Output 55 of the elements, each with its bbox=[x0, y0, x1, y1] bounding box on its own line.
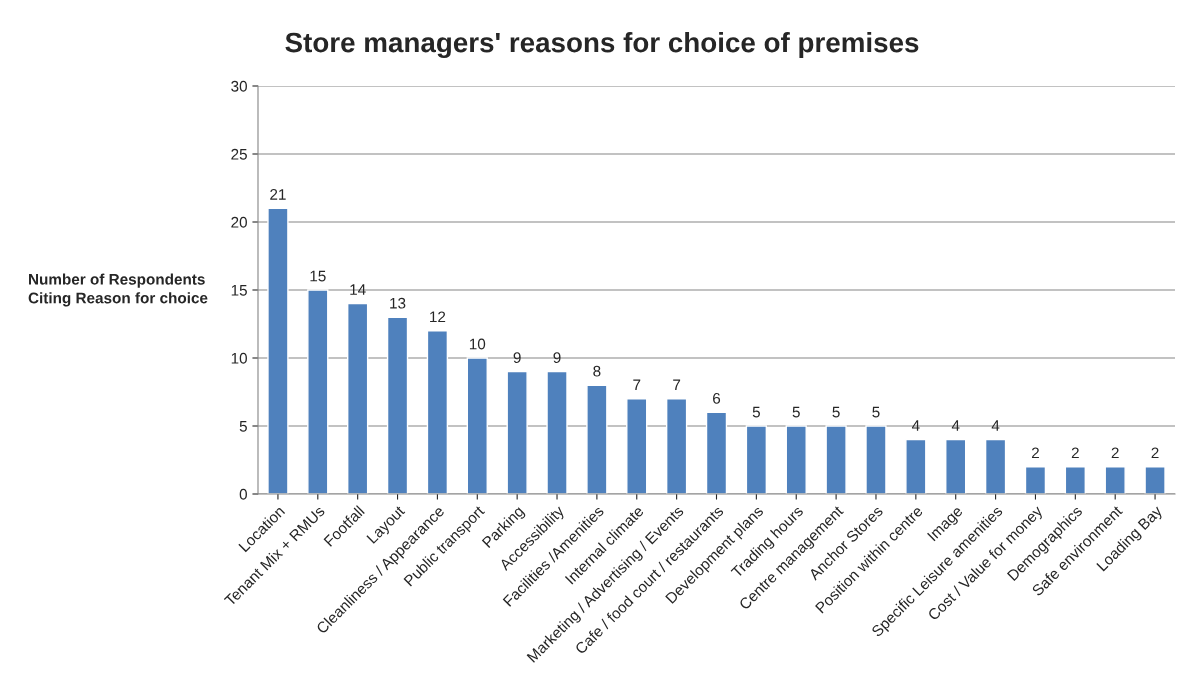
bar bbox=[705, 411, 728, 494]
data-label: 6 bbox=[713, 393, 721, 404]
data-label: 13 bbox=[390, 297, 406, 309]
bar bbox=[1064, 466, 1086, 494]
data-label: 2 bbox=[1151, 447, 1159, 459]
bar bbox=[586, 384, 608, 494]
data-label: 7 bbox=[673, 379, 681, 391]
data-label: 4 bbox=[951, 420, 960, 431]
data-label: 8 bbox=[593, 365, 601, 377]
bar bbox=[665, 398, 688, 494]
bar bbox=[1144, 466, 1166, 494]
data-label: 21 bbox=[270, 189, 286, 200]
data-label: 2 bbox=[1071, 447, 1079, 459]
data-label: 5 bbox=[792, 406, 800, 418]
bar bbox=[267, 207, 289, 494]
data-label: 12 bbox=[430, 311, 446, 323]
data-label: 5 bbox=[872, 406, 880, 418]
bar bbox=[825, 425, 847, 494]
bar bbox=[905, 438, 927, 494]
y-tick-label: 20 bbox=[231, 216, 247, 228]
bar bbox=[984, 438, 1007, 494]
data-label: 14 bbox=[350, 284, 366, 295]
y-tick-label: 30 bbox=[231, 80, 247, 92]
data-label: 2 bbox=[1031, 447, 1039, 459]
data-label: 15 bbox=[310, 270, 326, 282]
data-label: 7 bbox=[633, 379, 641, 391]
bar bbox=[745, 425, 768, 494]
y-tick-label: 15 bbox=[231, 285, 247, 296]
y-tick-label: 0 bbox=[239, 488, 247, 500]
data-label: 5 bbox=[832, 406, 840, 418]
chart-title: Store managers' reasons for choice of premises bbox=[285, 31, 919, 59]
bar bbox=[426, 330, 449, 494]
y-tick-label: 25 bbox=[231, 148, 247, 160]
data-label: 4 bbox=[991, 420, 1000, 431]
bar bbox=[1024, 466, 1047, 494]
bar bbox=[785, 425, 807, 494]
bar bbox=[945, 438, 967, 494]
bar bbox=[347, 302, 369, 494]
data-label: 4 bbox=[911, 420, 920, 431]
y-axis-title: Number of Respondents Citing Reason for choice bbox=[28, 273, 208, 307]
y-tick-label: 5 bbox=[239, 421, 247, 432]
data-label: 9 bbox=[513, 352, 521, 364]
bar bbox=[1104, 466, 1126, 494]
bar bbox=[865, 425, 887, 494]
bar bbox=[546, 370, 568, 494]
data-label: 9 bbox=[553, 352, 561, 364]
bar bbox=[626, 398, 648, 494]
bar bbox=[307, 289, 329, 494]
bar bbox=[506, 370, 528, 494]
data-label: 5 bbox=[752, 406, 760, 418]
bar bbox=[386, 316, 409, 494]
data-label: 10 bbox=[469, 338, 486, 350]
y-tick-label: 10 bbox=[231, 352, 247, 364]
bar bbox=[466, 357, 488, 494]
data-label: 2 bbox=[1111, 447, 1119, 459]
